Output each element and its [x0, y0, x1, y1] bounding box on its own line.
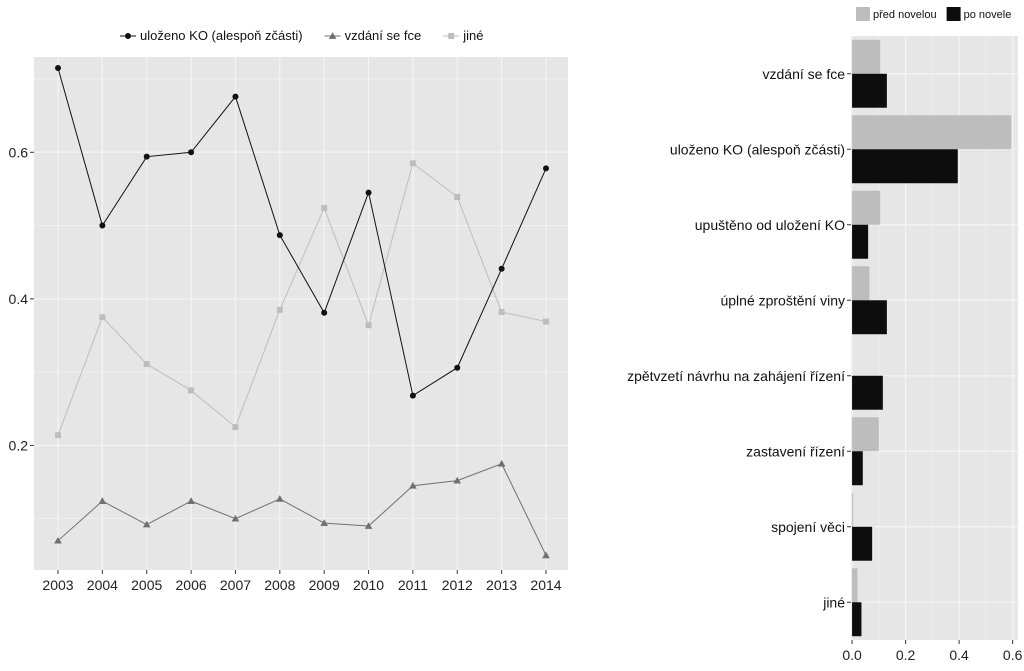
legend-label: před novelou: [873, 9, 937, 21]
data-point: [231, 514, 240, 522]
legend-key-box: [856, 7, 870, 21]
legend-key-box: [946, 7, 961, 21]
bar: [852, 451, 863, 486]
data-point: [143, 361, 150, 368]
bar: [852, 39, 881, 74]
data-point: [54, 536, 62, 544]
data-point: [99, 222, 106, 229]
category-label: zastavení řízení: [746, 443, 845, 459]
x-tick-label: 2004: [87, 577, 118, 593]
y-tick-label: 0.4: [9, 291, 29, 307]
data-point: [143, 153, 150, 160]
category-label: jiné: [822, 594, 845, 610]
bar: [852, 417, 879, 452]
data-point: [276, 495, 284, 502]
data-point: [232, 93, 239, 100]
data-point: [409, 481, 417, 489]
bar: [852, 526, 873, 561]
series-line: [57, 463, 547, 556]
data-point: [55, 432, 61, 439]
legend-key-marker: [448, 33, 455, 39]
data-point: [454, 364, 461, 371]
bar: [852, 115, 1012, 150]
legend-key-marker: [328, 32, 337, 39]
data-point: [454, 193, 461, 200]
bar: [852, 568, 858, 603]
legend-label: jiné: [462, 28, 483, 43]
bar: [852, 492, 854, 527]
data-point: [453, 476, 462, 484]
data-point: [188, 149, 195, 156]
data-point: [55, 64, 61, 71]
data-point: [321, 204, 328, 211]
y-tick-label: 0.2: [9, 437, 29, 453]
x-tick-label: 2003: [42, 577, 73, 593]
data-point: [276, 306, 283, 313]
bar: [852, 602, 862, 637]
category-label: upuštěno od uložení KO: [695, 217, 845, 233]
data-point: [276, 232, 283, 239]
legend-label: po novele: [964, 9, 1012, 21]
category-label: uloženo KO (alespoň zčásti): [670, 141, 845, 157]
data-point: [365, 322, 372, 329]
data-point: [542, 551, 550, 559]
data-point: [232, 424, 239, 431]
x-tick-label: 2007: [220, 577, 251, 593]
data-point: [497, 459, 506, 467]
bar: [852, 190, 881, 225]
data-point: [99, 314, 106, 321]
data-point: [142, 520, 151, 528]
bar: [852, 73, 887, 108]
legend-key-marker: [125, 33, 131, 39]
legend-label: uloženo KO (alespoň zčásti): [140, 28, 303, 43]
data-point: [409, 160, 416, 167]
data-point: [321, 309, 328, 316]
x-tick-label: 0.2: [896, 647, 916, 663]
category-label: zpětvzetí návrhu na zahájení řízení: [627, 368, 845, 384]
line-chart-panel: [34, 57, 568, 570]
x-tick-label: 2014: [530, 577, 561, 593]
bar: [852, 375, 883, 410]
y-tick-label: 0.6: [9, 144, 29, 160]
category-label: spojení věci: [771, 519, 845, 535]
x-tick-label: 2008: [264, 577, 295, 593]
bar: [852, 300, 887, 335]
data-point: [187, 497, 195, 504]
x-tick-label: 0.0: [842, 647, 862, 663]
x-tick-label: 0.6: [1003, 647, 1023, 663]
bar: [852, 224, 869, 259]
data-point: [188, 387, 195, 394]
category-label: úplné zproštění viny: [720, 292, 845, 308]
data-point: [543, 165, 549, 172]
data-point: [365, 189, 372, 196]
x-tick-label: 2005: [131, 577, 162, 593]
x-tick-label: 2012: [442, 577, 473, 593]
series-line: [57, 67, 547, 397]
bar: [852, 149, 958, 184]
data-point: [409, 392, 416, 399]
x-tick-label: 2013: [486, 577, 517, 593]
data-point: [543, 318, 549, 325]
x-tick-label: 2011: [398, 577, 428, 593]
x-tick-label: 2006: [176, 577, 207, 593]
series-line: [57, 162, 547, 436]
data-point: [498, 265, 505, 272]
data-point: [498, 309, 505, 316]
x-tick-label: 0.4: [949, 647, 969, 663]
data-point: [364, 522, 373, 529]
data-point: [320, 519, 328, 526]
x-tick-label: 2009: [309, 577, 340, 593]
legend-label: vzdání se fce: [345, 28, 422, 43]
data-point: [98, 497, 107, 504]
category-label: vzdání se fce: [763, 66, 846, 82]
x-tick-label: 2010: [353, 577, 384, 593]
bar: [852, 266, 870, 301]
